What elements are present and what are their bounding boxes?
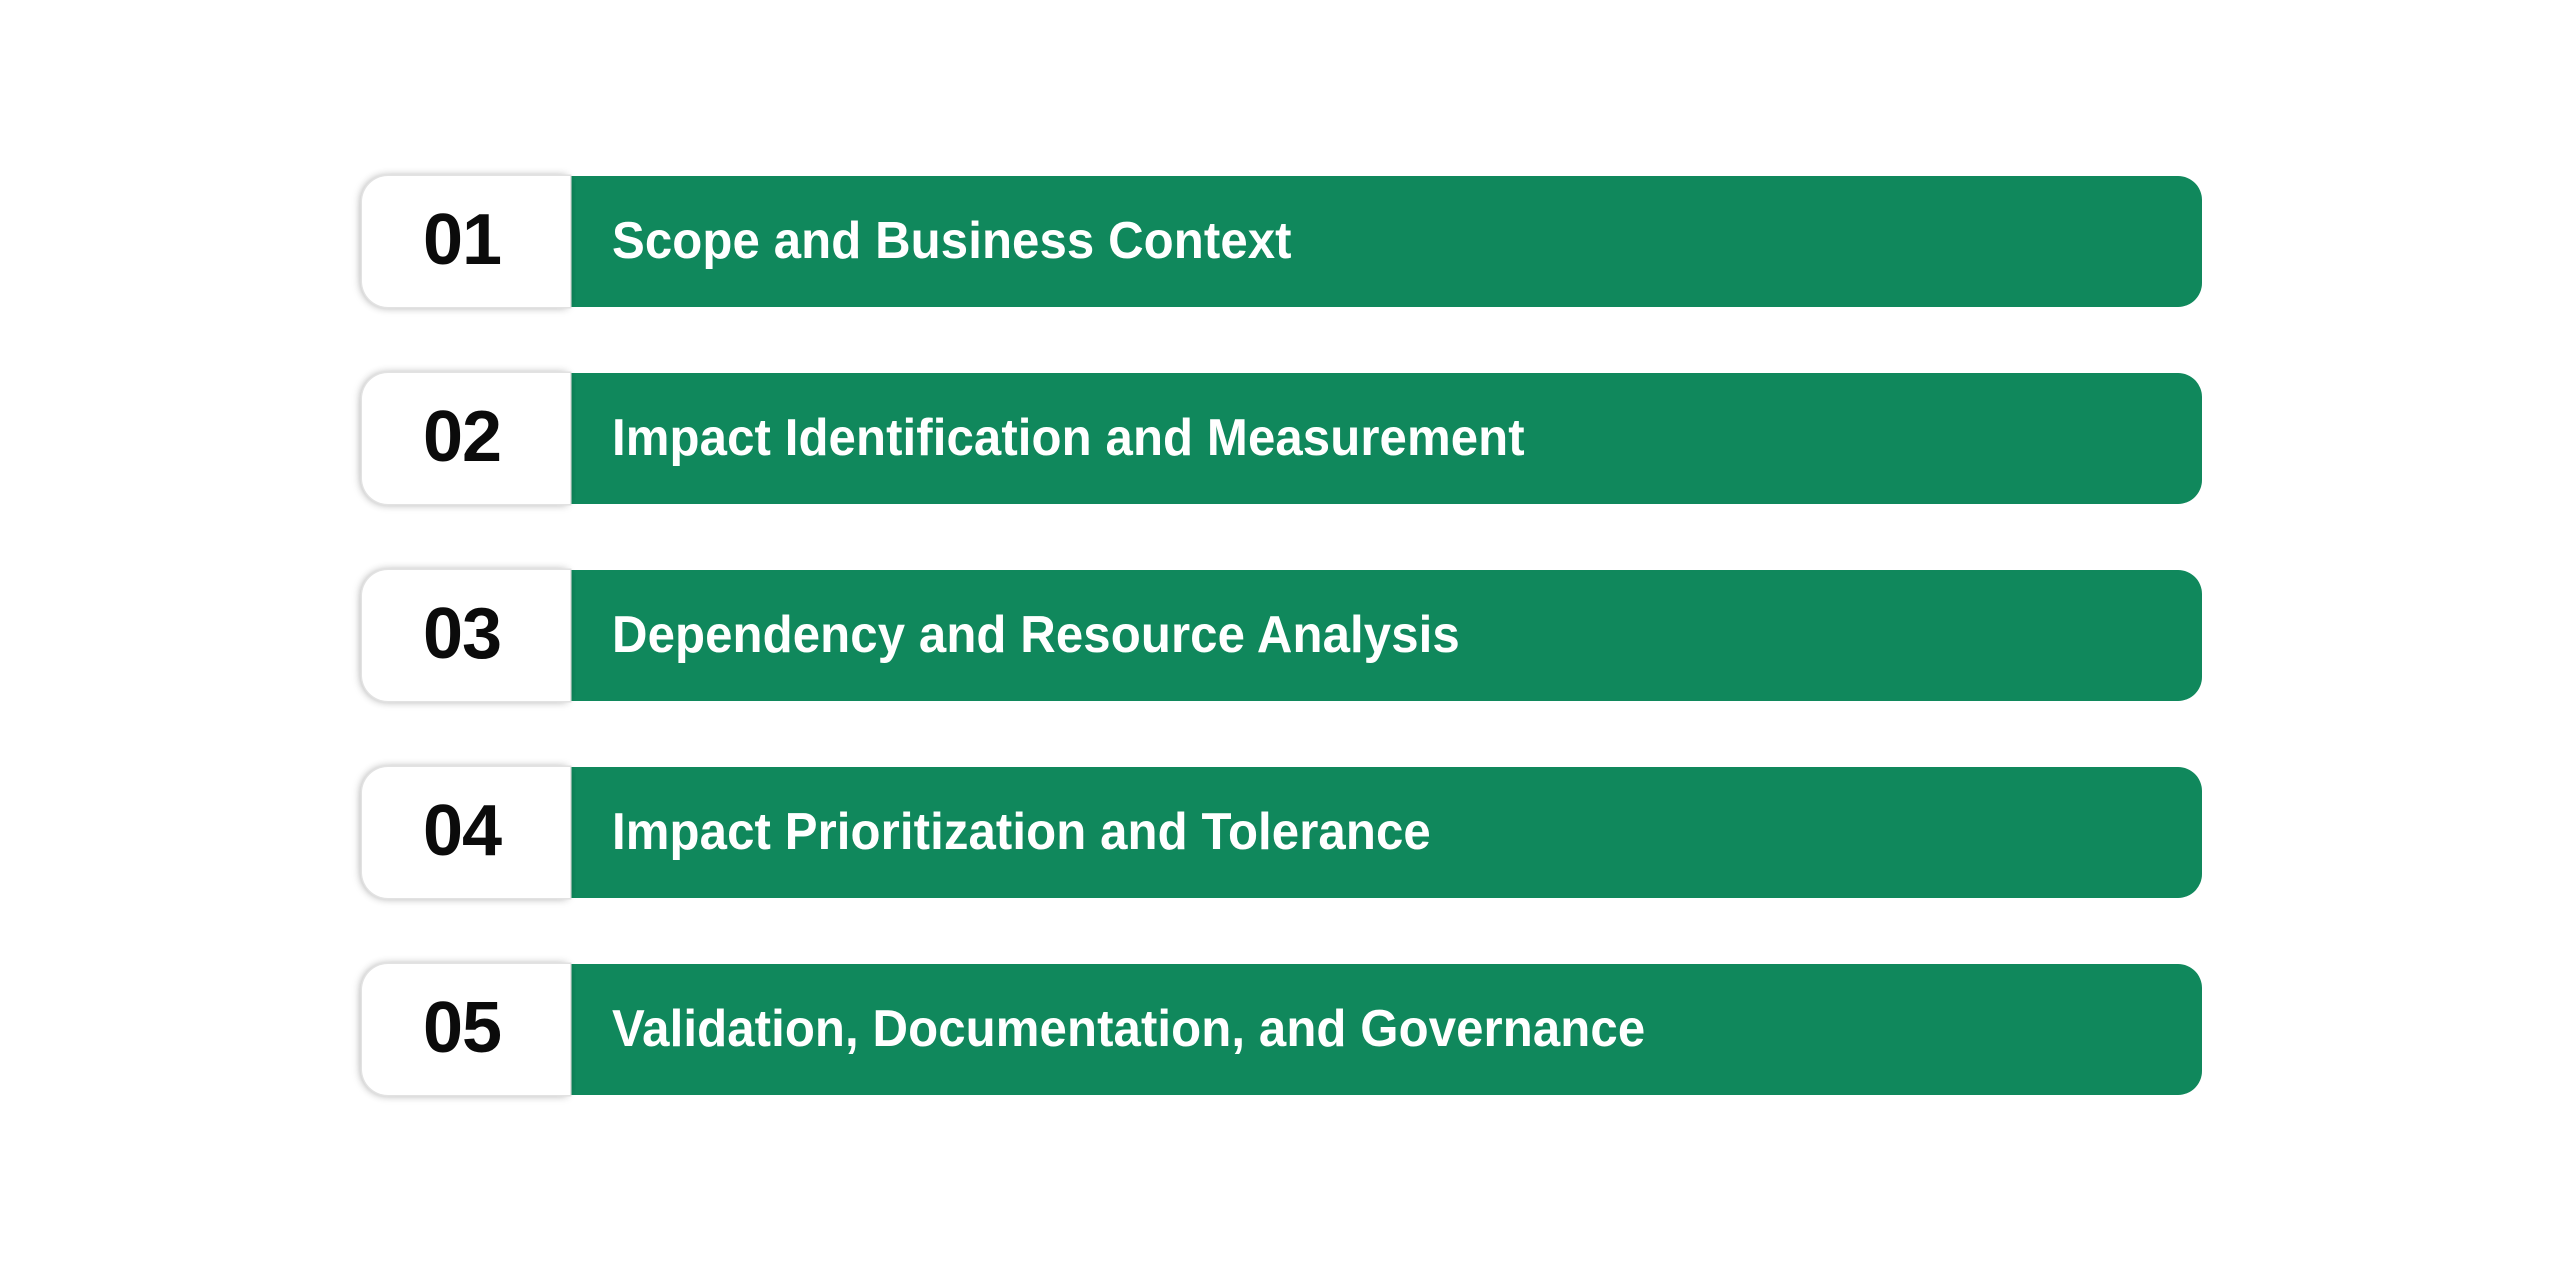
step-row[interactable]: 05 Validation, Documentation, and Govern… (362, 964, 2202, 1095)
step-row[interactable]: 01 Scope and Business Context (362, 176, 2202, 307)
step-number-chip: 01 (362, 176, 570, 307)
step-label-bar[interactable]: Scope and Business Context (568, 176, 2202, 307)
step-number-chip: 05 (362, 964, 570, 1095)
step-label: Validation, Documentation, and Governanc… (612, 1000, 1646, 1059)
step-number-chip: 02 (362, 373, 570, 504)
step-label-bar[interactable]: Impact Prioritization and Tolerance (568, 767, 2202, 898)
step-number-chip: 04 (362, 767, 570, 898)
step-number-chip: 03 (362, 570, 570, 701)
step-label: Impact Identification and Measurement (612, 409, 1525, 468)
step-label-bar[interactable]: Impact Identification and Measurement (568, 373, 2202, 504)
step-list: 01 Scope and Business Context 02 Impact … (362, 176, 2202, 1095)
step-row[interactable]: 03 Dependency and Resource Analysis (362, 570, 2202, 701)
step-number: 01 (422, 199, 502, 280)
step-label: Scope and Business Context (612, 212, 1292, 271)
step-number: 05 (422, 987, 502, 1068)
step-row[interactable]: 02 Impact Identification and Measurement (362, 373, 2202, 504)
step-label: Dependency and Resource Analysis (612, 606, 1460, 665)
step-number: 04 (422, 790, 502, 871)
step-label-bar[interactable]: Validation, Documentation, and Governanc… (568, 964, 2202, 1095)
step-number: 02 (422, 396, 502, 477)
step-row[interactable]: 04 Impact Prioritization and Tolerance (362, 767, 2202, 898)
step-number: 03 (422, 593, 502, 674)
step-label-bar[interactable]: Dependency and Resource Analysis (568, 570, 2202, 701)
step-label: Impact Prioritization and Tolerance (612, 803, 1431, 862)
